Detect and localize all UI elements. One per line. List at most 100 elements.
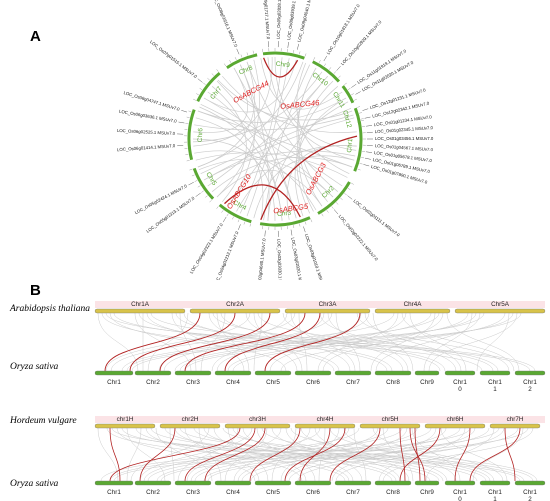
tick-mark xyxy=(229,60,232,63)
locus-leader xyxy=(336,66,341,71)
tick-mark xyxy=(347,87,351,90)
tick-mark xyxy=(304,53,307,57)
gray-link xyxy=(476,312,510,372)
rice-top-chr-bar xyxy=(94,370,134,376)
rice-top-chr-label: 0 xyxy=(458,386,462,393)
locus-leader xyxy=(236,48,240,55)
rice-bottom-chr-label: Chr1 xyxy=(488,489,502,496)
gray-link xyxy=(131,312,485,372)
barley-chr-bar xyxy=(489,423,541,429)
arabidopsis-chr-label: Chr1A xyxy=(131,301,150,308)
tick-mark xyxy=(351,182,354,185)
chromosome-label: Chr1 xyxy=(346,138,354,153)
gray-link xyxy=(378,427,466,482)
tick-mark xyxy=(321,213,324,217)
gray-link xyxy=(353,427,367,482)
rice-bottom-chr-label: Chr4 xyxy=(226,489,240,496)
gray-link xyxy=(296,67,323,207)
locus-label: LOC_Os09g04040.1 MSUv7.0 xyxy=(296,0,315,43)
tick-mark xyxy=(362,126,366,127)
rice-bottom-chr-label: 1 xyxy=(493,496,497,501)
tick-mark xyxy=(237,219,240,223)
gray-link xyxy=(113,312,483,372)
tick-mark xyxy=(357,168,361,171)
tick-mark xyxy=(331,206,334,209)
tick-mark xyxy=(362,151,366,152)
gray-link xyxy=(193,427,487,482)
locus-label: LOC_Os01g02345.1 MSUv7.0 xyxy=(375,125,434,134)
gray-link xyxy=(116,427,256,482)
panel-a-letter: A xyxy=(30,28,41,45)
rice-top-chr-label: Chr3 xyxy=(186,379,200,386)
rice-top-chr-bar xyxy=(254,370,292,376)
locus-label: LOC_Os07g01515.1 MSUv7.0 xyxy=(149,39,198,79)
tick-mark xyxy=(335,202,339,205)
rice-bottom-chr-label: Chr1 xyxy=(523,489,537,496)
tick-mark xyxy=(252,50,254,54)
chromosome-label: Chr9 xyxy=(275,61,290,69)
gray-link xyxy=(263,64,311,221)
highlight-strip xyxy=(95,416,545,423)
gray-link xyxy=(425,427,495,482)
locus-label: LOC_Os04g01212.1 MSUv7.0 xyxy=(213,230,240,280)
gray-link xyxy=(184,312,522,372)
gray-link xyxy=(197,61,255,168)
gray-link xyxy=(224,427,268,482)
gray-link xyxy=(271,427,297,482)
locus-leader xyxy=(363,164,370,167)
gray-link xyxy=(203,427,461,482)
tick-mark xyxy=(262,48,263,52)
arabidopsis-chr-label: Chr4A xyxy=(404,301,423,308)
rice-bottom-chr-bar xyxy=(334,480,372,486)
locus-leader xyxy=(355,91,361,95)
gray-link xyxy=(190,427,350,482)
red-link xyxy=(109,427,121,482)
rice-top-chr-label: Chr1 xyxy=(453,379,467,386)
rice-bottom-chr-bar xyxy=(174,480,212,486)
locus-leader xyxy=(366,151,373,153)
tick-mark xyxy=(209,199,212,203)
gray-link xyxy=(267,57,355,161)
rice-bottom-chr-label: Chr1 xyxy=(453,489,467,496)
gray-link xyxy=(109,312,287,372)
locus-leader xyxy=(303,226,306,233)
rice-top-chr-label: Chr1 xyxy=(488,379,502,386)
rice-bottom-chr-label: 0 xyxy=(458,496,462,501)
tick-mark xyxy=(194,180,198,182)
tick-mark xyxy=(351,93,354,96)
species-label-arabidopsis: Arabidopsis thaliana xyxy=(10,304,90,314)
gray-link xyxy=(197,110,353,168)
gray-link xyxy=(227,427,269,482)
barley-chr-label: chr2H xyxy=(182,416,199,423)
locus-leader xyxy=(290,229,293,236)
synteny-links-top xyxy=(97,312,536,372)
gray-link xyxy=(183,312,393,372)
gray-link xyxy=(106,427,346,482)
gray-link xyxy=(216,312,250,372)
barley-chr-bar xyxy=(94,423,156,429)
gray-link xyxy=(203,59,297,113)
gray-link xyxy=(296,80,334,214)
locus-label: LOC_Os03g04040.1 MSUv7.0 xyxy=(256,238,267,280)
arabidopsis-chr-bar xyxy=(189,308,281,314)
gray-link xyxy=(130,427,210,482)
gray-link xyxy=(290,312,356,372)
gray-link xyxy=(382,427,414,482)
rice-bottom-chr-bar xyxy=(94,480,134,486)
arabidopsis-chr-bar xyxy=(284,308,371,314)
red-link xyxy=(329,427,381,482)
gray-link xyxy=(290,427,538,482)
tick-mark xyxy=(232,216,234,220)
red-link xyxy=(184,427,256,482)
locus-leader xyxy=(181,110,188,113)
gray-link xyxy=(370,312,436,372)
gray-link xyxy=(197,61,304,168)
gray-link xyxy=(253,312,263,372)
gray-link xyxy=(207,75,328,187)
gray-link xyxy=(217,79,353,121)
gray-link xyxy=(198,158,334,198)
gray-link xyxy=(194,114,354,131)
gray-link xyxy=(200,312,226,372)
barley-chr-label: chr3H xyxy=(249,416,266,423)
